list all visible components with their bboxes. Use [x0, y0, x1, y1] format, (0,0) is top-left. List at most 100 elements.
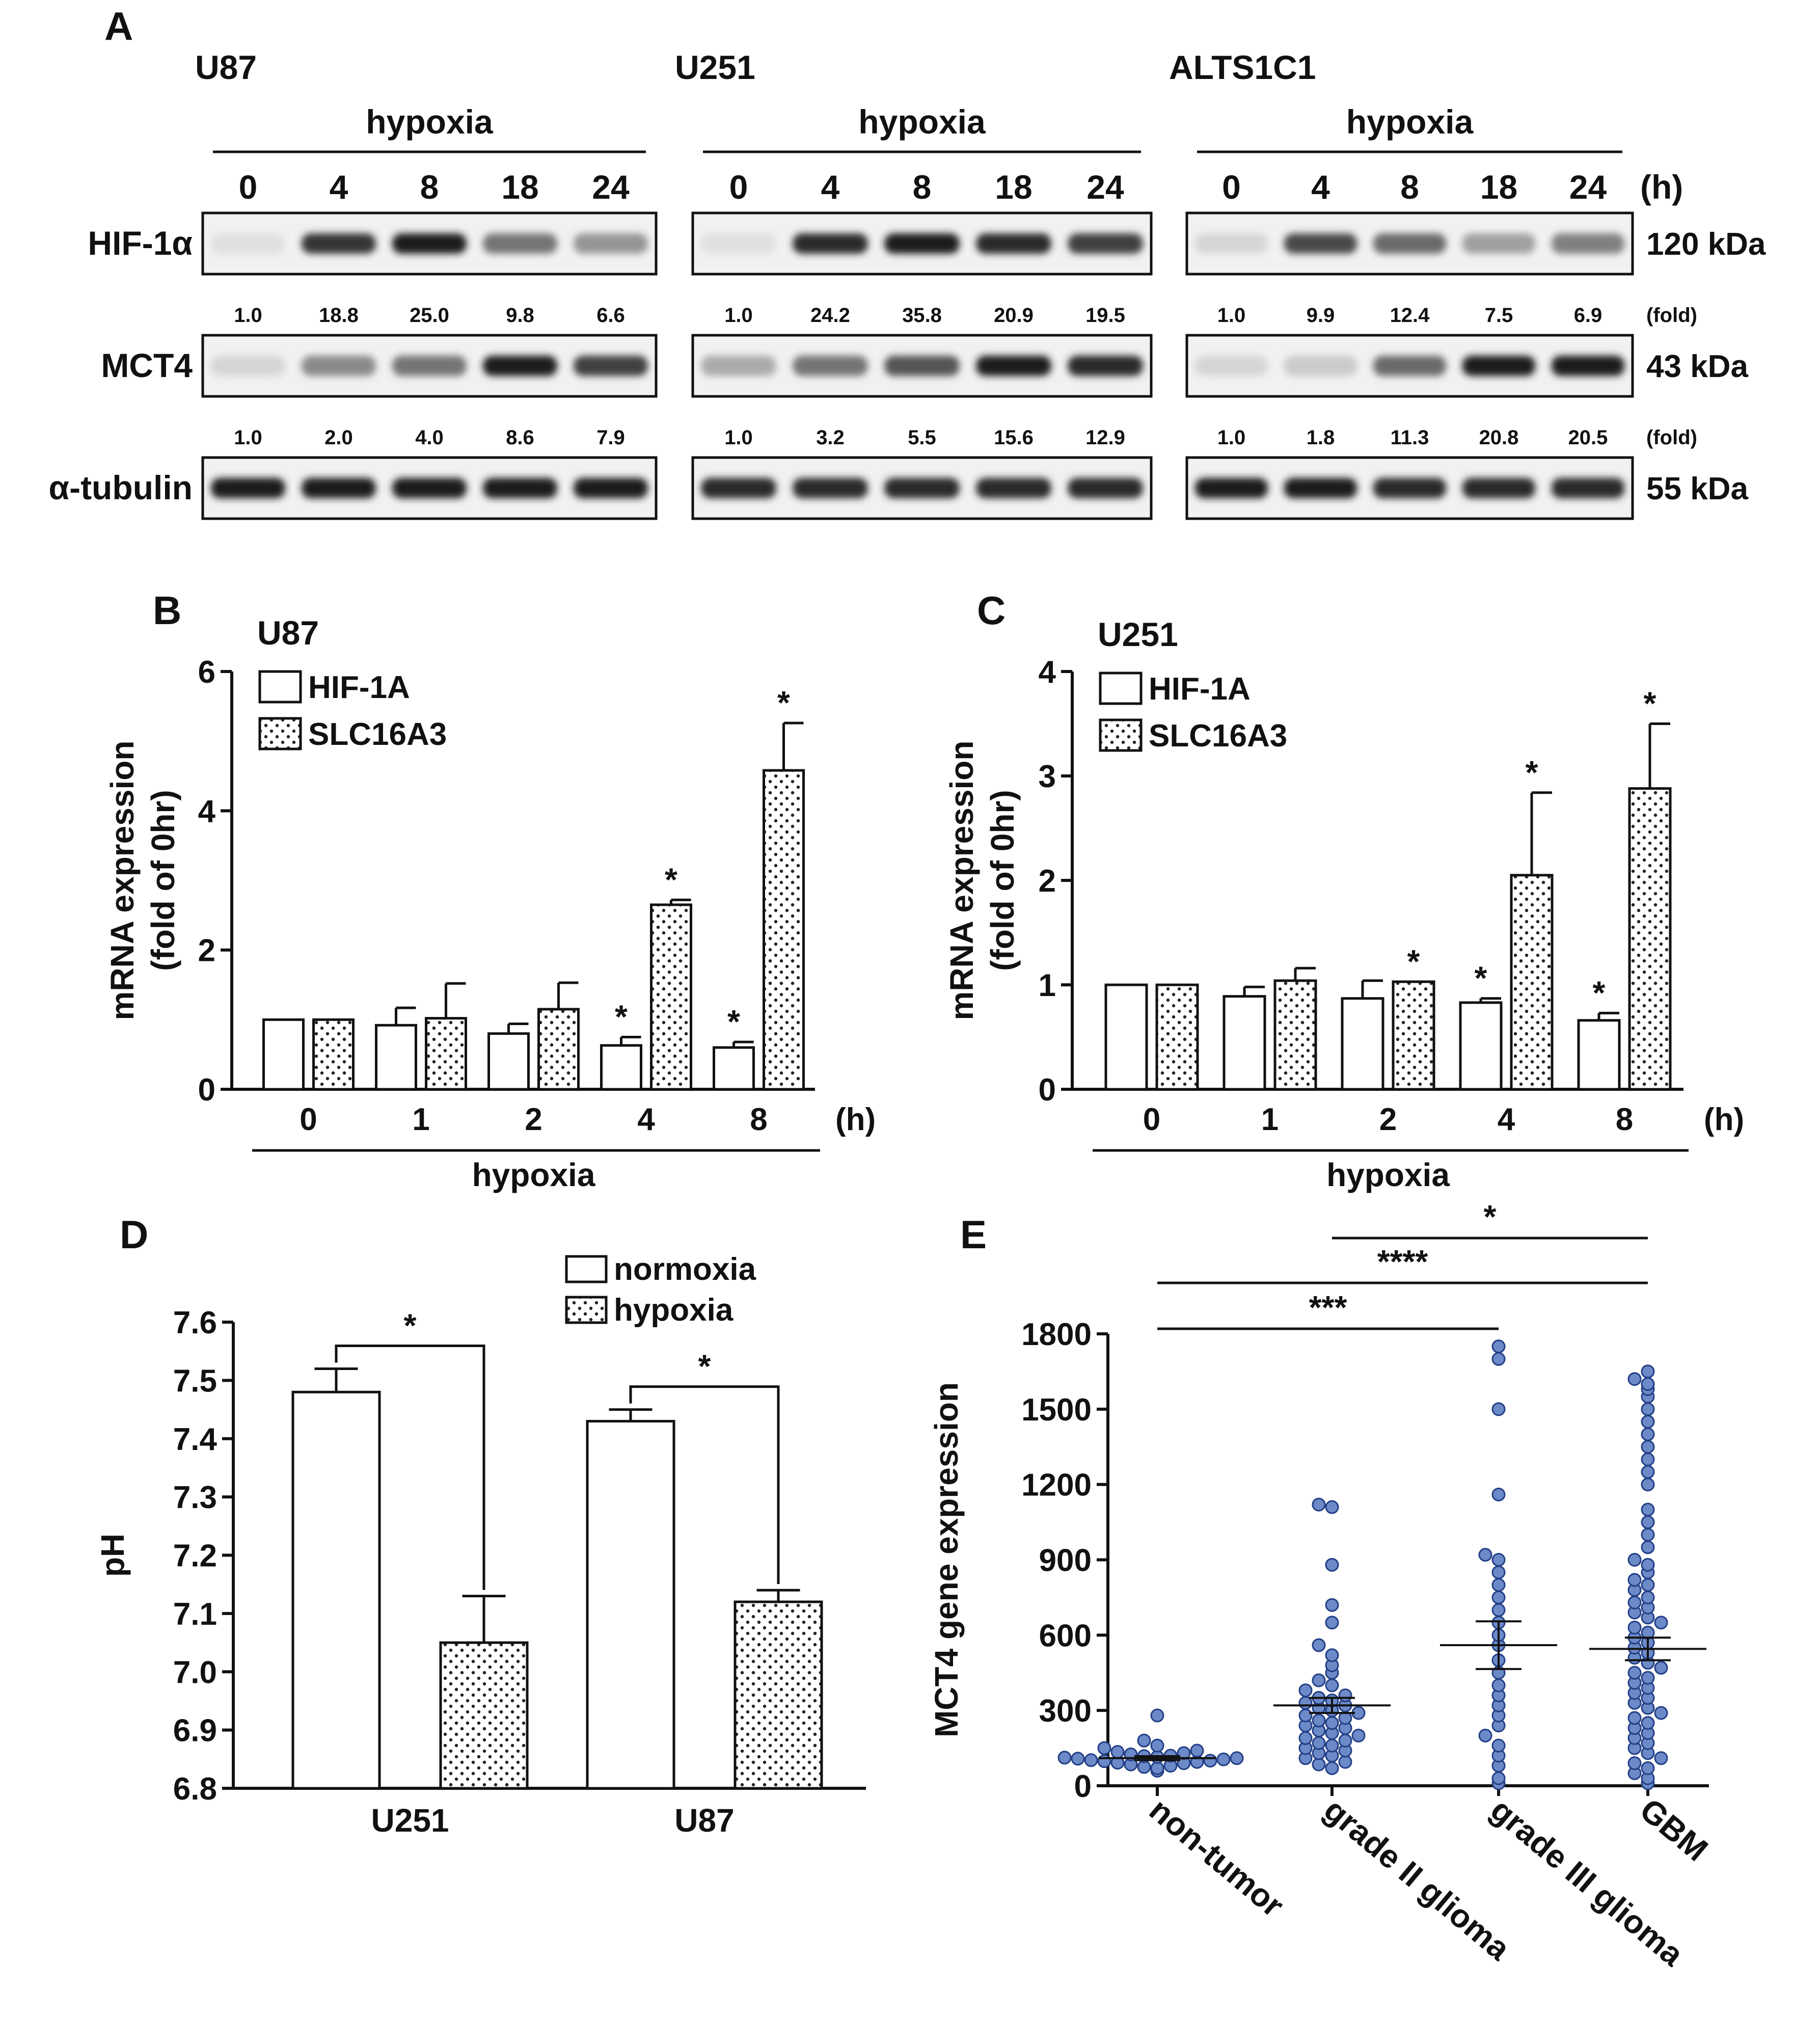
significance-marker: *: [1484, 1198, 1497, 1235]
blot-band: [1068, 478, 1143, 498]
blot-group-u87: U87 hypoxia 0 4 8 18 24 1.0 18.8 25.0 9.8 6.6 1.0 2.0…: [195, 48, 658, 520]
blot-band: [793, 233, 868, 254]
y-tick-label: 2: [1039, 864, 1056, 899]
y-tick-label: 7.6: [173, 1305, 217, 1340]
blot-band: [1284, 233, 1357, 254]
y-tick-label: 4: [1039, 655, 1056, 690]
fold-value: 12.4: [1390, 304, 1430, 327]
row-label-mct4: MCT4: [101, 346, 193, 384]
blot-band: [392, 356, 467, 376]
x-tick-label: 8: [750, 1102, 767, 1137]
data-point: [1641, 1527, 1655, 1542]
lane-hour-label: 0: [729, 168, 748, 206]
blot-band: [302, 233, 376, 254]
panel-a-western-blots: A U87 hypoxia 0 4 8 18 24 1.0 18.8 25.0 9.8 6.6 1.0 2.…: [49, 4, 1766, 520]
data-point: [1216, 1752, 1231, 1766]
significance-marker: *: [404, 1307, 417, 1344]
significance-bracket: [335, 1345, 485, 1590]
data-point: [1491, 1339, 1506, 1354]
panel-b-u87-mrna-chart: B U87 0 2 4 6 0 1 2 4 * * 8 * * (h) hypoxia mRNA expressi…: [104, 588, 876, 1193]
blot-band: [976, 233, 1051, 254]
blot-band: [1068, 233, 1143, 254]
y-tick-label: 1500: [1021, 1392, 1092, 1428]
lane-hour-label: 8: [1400, 168, 1419, 206]
blot-band: [793, 478, 868, 498]
hypoxia-label: hypoxia: [858, 103, 986, 141]
significance-marker: *: [727, 1003, 740, 1040]
significance-marker: ****: [1377, 1243, 1428, 1280]
data-point: [1641, 1502, 1655, 1517]
blot-band: [1373, 233, 1447, 254]
x-tick-label: 8: [1616, 1102, 1633, 1137]
lane-hour-label: 0: [1222, 168, 1241, 206]
data-point: [1137, 1733, 1151, 1748]
data-point: [1190, 1743, 1204, 1758]
fold-value: 11.3: [1391, 426, 1429, 449]
chart-title: U251: [1098, 615, 1178, 653]
data-point: [1312, 1673, 1326, 1687]
fold-value: 12.9: [1085, 426, 1125, 449]
data-point: [1641, 1377, 1655, 1391]
data-point: [1654, 1660, 1668, 1675]
cell-line-label: U87: [195, 48, 257, 86]
data-point: [1478, 1728, 1492, 1742]
y-tick-label: 0: [1074, 1769, 1092, 1804]
blot-band: [211, 356, 285, 376]
y-axis-label-line: (fold of 0hr): [145, 790, 181, 971]
blot-band: [574, 356, 648, 376]
y-tick-label: 0: [198, 1072, 215, 1108]
blot-band: [1462, 478, 1536, 498]
bar-slc16a3: [425, 1017, 467, 1091]
fold-value: 6.6: [596, 304, 625, 327]
blot-band: [976, 356, 1051, 376]
lane-hour-label: 0: [239, 168, 258, 206]
data-point: [1491, 1352, 1506, 1366]
blot-band: [483, 478, 557, 498]
data-point: [1654, 1706, 1668, 1720]
lane-hour-label: 24: [1086, 168, 1124, 206]
lane-hour-label: 18: [995, 168, 1032, 206]
data-point: [1150, 1761, 1164, 1776]
data-point: [1627, 1666, 1642, 1680]
fold-value: 1.0: [1217, 304, 1246, 327]
bar-hif-1a: [600, 1044, 642, 1091]
blot-band: [1462, 233, 1536, 254]
data-point: [1478, 1548, 1492, 1562]
data-point: [1298, 1708, 1313, 1723]
significance-marker: *: [1526, 754, 1538, 791]
fold-value: 19.5: [1085, 304, 1125, 327]
fold-value: 9.8: [506, 304, 534, 327]
data-point: [1641, 1761, 1655, 1776]
blot-band: [1284, 356, 1357, 376]
row-label-hif1a: HIF-1α: [88, 224, 193, 262]
legend-label: HIF-1A: [1149, 672, 1251, 707]
significance-marker: *: [1644, 685, 1656, 722]
blot-band: [1551, 356, 1625, 376]
y-tick-label: 600: [1039, 1618, 1092, 1653]
fold-value: 18.8: [319, 304, 359, 327]
panel-c-u251-mrna-chart: C U251 0 1 2 3 4 0 1 2 * 4 * * 8 * * (h) hypoxia mRNA expre…: [943, 588, 1744, 1193]
y-tick-label: 4: [198, 794, 216, 829]
bar-slc16a3: [650, 903, 692, 1091]
x-tick-label: 4: [637, 1102, 655, 1137]
y-axis-label-line: mRNA expression: [943, 741, 980, 1021]
significance-marker: *: [665, 861, 677, 898]
row-label-alpha-tubulin: α-tubulin: [49, 469, 193, 506]
data-point: [1351, 1728, 1366, 1742]
fold-value: 7.9: [596, 426, 625, 449]
data-point: [1338, 1733, 1352, 1748]
panel-label-c: C: [977, 588, 1006, 633]
molecular-weight-label: 43 kDa: [1646, 349, 1748, 384]
y-tick-label: 900: [1039, 1543, 1092, 1578]
y-tick-label: 300: [1039, 1694, 1092, 1729]
blot-band: [1462, 356, 1536, 376]
data-point: [1641, 1402, 1655, 1416]
x-tick-label: U87: [674, 1802, 734, 1839]
data-point: [1641, 1364, 1655, 1379]
legend-swatch: [258, 717, 302, 750]
blot-band: [1194, 233, 1268, 254]
x-tick-label: non-tumor: [1143, 1791, 1291, 1924]
legend-label: normoxia: [614, 1252, 756, 1287]
data-point: [1097, 1741, 1111, 1755]
blot-band: [1373, 478, 1447, 498]
